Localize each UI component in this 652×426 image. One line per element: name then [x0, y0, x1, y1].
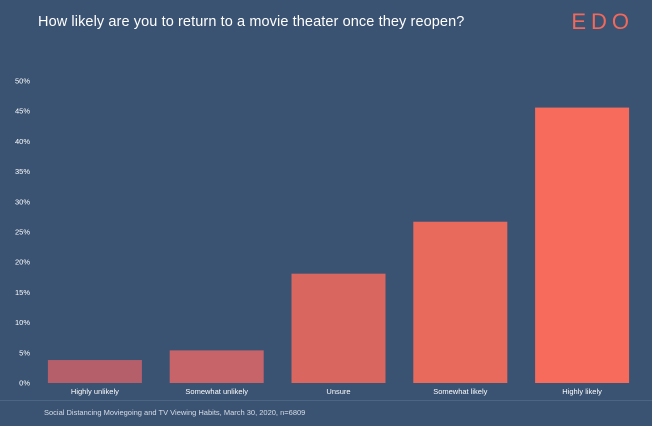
y-tick-label: 5% — [19, 348, 30, 357]
bar-chart: 0% 5% 10% 15% 20% 25% 30% 35% 40% 45% 50% Highly un… — [15, 77, 630, 396]
bar-unsure — [291, 273, 386, 383]
bar-highly-unlikely — [47, 360, 142, 383]
edo-logo: EDO — [571, 9, 634, 34]
y-tick-label: 15% — [15, 288, 30, 297]
y-tick-label: 40% — [15, 137, 30, 146]
y-tick-label: 35% — [15, 167, 30, 176]
x-tick-label: Somewhat likely — [433, 387, 487, 396]
y-tick-label: 30% — [15, 197, 30, 206]
y-tick-label: 10% — [15, 318, 30, 327]
footer-divider — [0, 400, 652, 401]
x-tick-label: Highly unlikely — [71, 387, 119, 396]
source-note: Social Distancing Moviegoing and TV View… — [44, 408, 306, 417]
bar-somewhat-unlikely — [169, 350, 264, 383]
y-tick-label: 50% — [15, 77, 30, 86]
x-tick-label: Highly likely — [562, 387, 602, 396]
y-tick-label: 45% — [15, 107, 30, 116]
x-tick-label: Somewhat unlikely — [185, 387, 248, 396]
bar-highly-likely — [535, 107, 630, 384]
x-tick-label: Unsure — [326, 387, 350, 396]
chart-title: How likely are you to return to a movie … — [38, 14, 465, 30]
bar-somewhat-likely — [413, 221, 508, 383]
y-tick-label: 20% — [15, 258, 30, 267]
y-tick-label: 25% — [15, 228, 30, 237]
y-tick-label: 0% — [19, 379, 30, 388]
